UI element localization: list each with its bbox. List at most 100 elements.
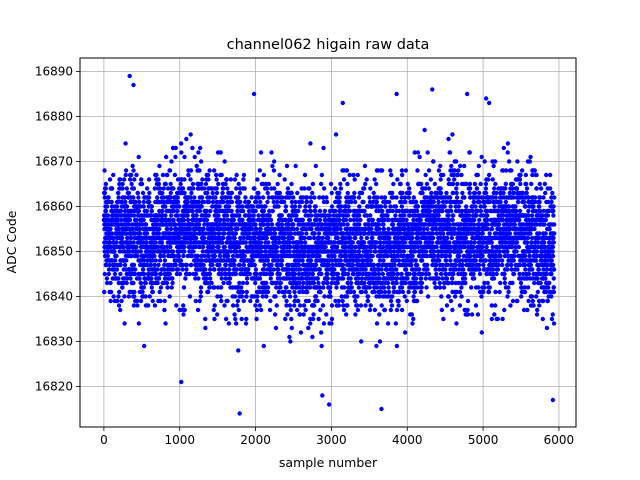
data-point (213, 195, 218, 200)
data-point (412, 271, 418, 277)
data-point (199, 195, 205, 200)
data-point (200, 244, 206, 250)
data-point (171, 217, 176, 223)
data-point (308, 208, 313, 214)
data-point (446, 136, 451, 142)
data-point (310, 271, 315, 277)
data-point (150, 289, 156, 295)
data-point (256, 195, 262, 200)
data-point (124, 280, 129, 286)
data-point (388, 307, 394, 313)
data-point (251, 217, 257, 223)
data-point (381, 258, 386, 263)
data-point (261, 343, 266, 349)
data-point (181, 285, 187, 290)
data-point (246, 267, 251, 272)
data-point (379, 267, 384, 272)
data-point (104, 204, 110, 209)
data-point (112, 258, 118, 263)
data-point (296, 298, 301, 304)
data-point (194, 213, 199, 218)
data-point (394, 280, 399, 286)
data-point (418, 289, 424, 295)
data-point (473, 258, 478, 263)
data-point (258, 150, 264, 155)
data-point (402, 195, 408, 200)
data-point (344, 312, 349, 317)
data-point (225, 298, 230, 304)
data-point (292, 271, 298, 277)
data-point (278, 285, 283, 290)
data-point (410, 321, 415, 326)
data-point (241, 298, 246, 304)
data-point (220, 240, 225, 245)
data-point (193, 271, 199, 277)
data-point (221, 280, 226, 286)
data-point (396, 258, 402, 263)
data-point (338, 258, 344, 263)
data-point (220, 235, 226, 241)
data-point (170, 267, 176, 272)
data-point (197, 168, 202, 173)
data-point (141, 271, 147, 277)
data-point (157, 163, 162, 169)
data-point (403, 280, 408, 286)
data-point (143, 294, 148, 299)
data-point (410, 253, 415, 259)
data-point (198, 285, 204, 290)
data-point (124, 258, 129, 263)
data-point (209, 280, 214, 286)
data-point (368, 249, 373, 254)
data-point (439, 294, 444, 299)
data-point (269, 262, 274, 268)
data-point (291, 222, 296, 227)
data-point (129, 253, 134, 259)
data-point (377, 276, 382, 281)
data-point (311, 303, 317, 308)
data-point (167, 217, 173, 223)
data-point (181, 217, 187, 223)
data-point (109, 231, 114, 236)
data-point (300, 258, 305, 263)
data-point (317, 208, 323, 214)
data-point (345, 222, 350, 227)
data-point (292, 204, 298, 209)
data-point (399, 271, 404, 277)
data-point (405, 276, 410, 281)
data-point (304, 195, 310, 200)
data-point (264, 235, 269, 241)
data-point (231, 217, 237, 223)
data-point (449, 235, 455, 241)
data-point (313, 163, 318, 169)
data-point (383, 204, 388, 209)
data-point (122, 321, 127, 326)
data-point (118, 271, 123, 277)
data-point (259, 249, 264, 254)
data-point (399, 168, 405, 173)
data-point (140, 190, 146, 196)
data-point (297, 280, 302, 286)
data-point (152, 186, 157, 191)
data-point (302, 240, 308, 245)
data-point (407, 271, 412, 277)
data-point (472, 217, 477, 223)
data-point (439, 307, 445, 313)
data-point (109, 204, 115, 209)
data-point (359, 235, 364, 241)
data-point (288, 217, 294, 223)
data-point (192, 154, 197, 160)
data-point (313, 262, 319, 268)
data-point (164, 244, 170, 250)
data-point (446, 177, 451, 182)
data-point (188, 132, 193, 137)
data-point (302, 235, 307, 241)
data-point (239, 294, 245, 299)
data-point (423, 172, 428, 178)
data-point (219, 276, 224, 281)
data-point (180, 267, 185, 272)
data-point (234, 267, 240, 272)
data-point (192, 195, 197, 200)
data-point (134, 172, 139, 178)
data-point (208, 208, 213, 214)
data-point (350, 240, 355, 245)
